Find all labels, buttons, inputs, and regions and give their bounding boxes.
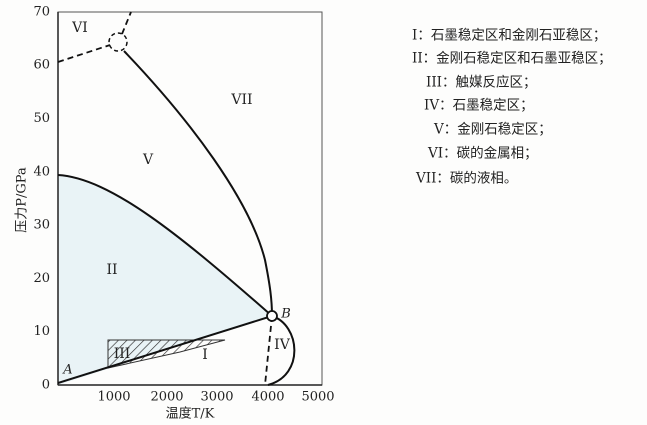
boundary — [267, 315, 296, 386]
x-tick-label: 3000 — [200, 390, 233, 405]
x-tick-label: 2000 — [150, 390, 183, 405]
region-label: II — [106, 262, 117, 278]
y-tick-label: 10 — [33, 324, 50, 339]
legend-item: V：金刚石稳定区； — [433, 122, 552, 138]
legend-item: III：触媒反应区； — [426, 74, 537, 91]
x-tick-label: 4000 — [251, 390, 284, 405]
y-tick-label: 30 — [33, 218, 50, 233]
point-label: B — [280, 307, 291, 322]
legend-item: IV：石墨稳定区； — [424, 98, 534, 114]
triple-point — [108, 32, 128, 52]
boundary — [123, 50, 273, 317]
y-tick-label: 20 — [33, 271, 50, 286]
y-tick-label: 60 — [33, 58, 50, 73]
region-label: V — [142, 152, 154, 168]
hatched-region — [107, 339, 226, 369]
legend-item: I：石墨稳定区和金刚石亚稳区； — [412, 28, 606, 44]
y-tick-label: 0 — [42, 378, 50, 393]
region-label: VII — [230, 92, 252, 108]
region-label: I — [202, 347, 208, 363]
region-label: III — [114, 346, 131, 362]
triple-point — [266, 310, 278, 322]
boundary — [57, 174, 273, 317]
dashed-boundary — [264, 315, 273, 386]
boundary — [57, 315, 273, 384]
legend-item: VII：碳的液相。 — [415, 171, 517, 187]
y-tick-label: 50 — [33, 111, 50, 126]
point-label: A — [62, 363, 72, 378]
x-axis-label: 温度T/K — [166, 406, 215, 422]
legend-item: II：金刚石稳定区和石墨亚稳区； — [412, 51, 612, 67]
dashed-boundary — [121, 11, 132, 35]
x-tick-label: 5000 — [301, 390, 334, 405]
y-axis-label: 压力P/GPa — [15, 167, 30, 233]
region-label: VI — [71, 20, 88, 36]
legend-item: VI：碳的金属相； — [427, 146, 538, 162]
dashed-boundary — [57, 44, 111, 63]
x-tick-label: 1000 — [97, 390, 130, 405]
y-tick-label: 40 — [33, 164, 50, 179]
region-label: IV — [274, 337, 291, 353]
y-tick-label: 70 — [33, 4, 50, 19]
